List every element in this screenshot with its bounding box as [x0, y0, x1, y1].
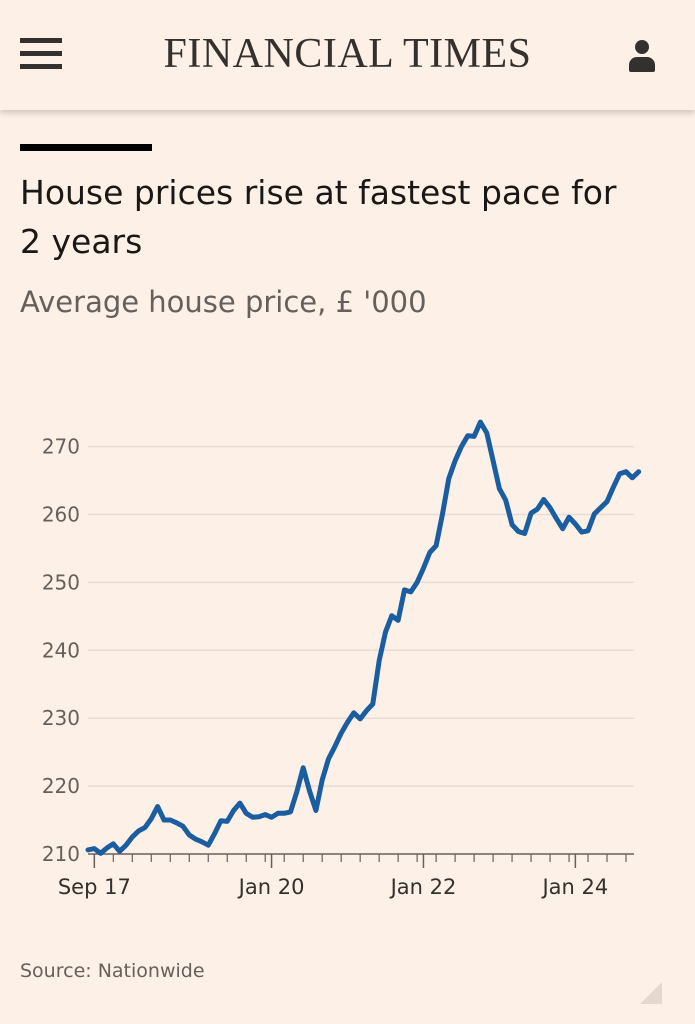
topper-rule	[20, 144, 152, 151]
chart-title: House prices rise at fastest pace for 2 …	[20, 173, 617, 261]
x-tick-label: Jan 22	[389, 875, 457, 899]
x-tick-label: Sep 17	[58, 875, 131, 899]
y-tick-label: 210	[42, 842, 80, 866]
y-tick-label: 260	[42, 502, 80, 526]
site-header: FINANCIAL TIMES	[0, 0, 695, 110]
series-line	[85, 419, 642, 856]
y-tick-label: 240	[42, 638, 80, 662]
user-account-icon[interactable]	[626, 40, 658, 74]
x-tick-label: Jan 20	[237, 875, 305, 899]
x-tick-label: Jan 24	[540, 875, 608, 899]
y-tick-label: 250	[42, 570, 80, 594]
y-tick-label: 270	[42, 435, 80, 459]
line-chart: 210 220 230 240 250 260 270 Sep 17 Jan 20 Jan 22 J…	[42, 419, 642, 899]
y-tick-label: 220	[42, 774, 80, 798]
resize-corner-icon	[640, 982, 662, 1004]
hamburger-menu-icon[interactable]	[20, 38, 62, 70]
masthead-logo[interactable]: FINANCIAL TIMES	[163, 31, 532, 77]
chart-subtitle: Average house price, £ '000	[20, 285, 427, 319]
y-tick-label: 230	[42, 706, 80, 730]
chart-source: Source: Nationwide	[20, 960, 205, 982]
